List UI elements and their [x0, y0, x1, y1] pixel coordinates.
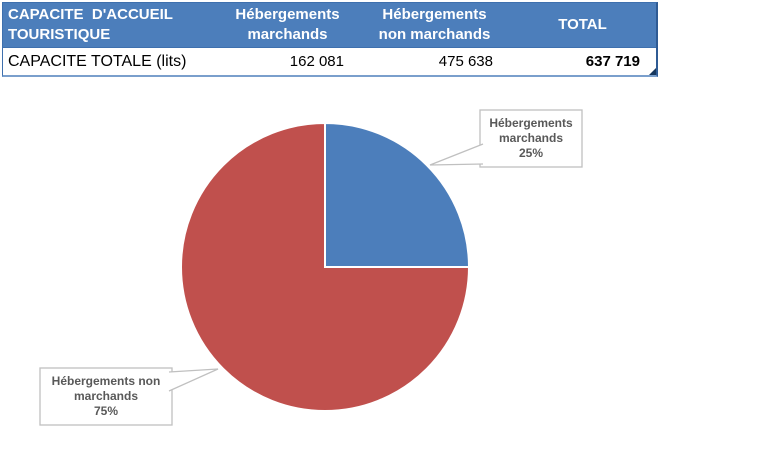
data-label-marchands[interactable]: Hébergements marchands 25% [489, 116, 573, 160]
callout-non-marchands-box[interactable] [39, 367, 173, 426]
table-row: CAPACITE TOTALE (lits) 162 081 475 638 6… [3, 48, 656, 75]
pie-slice-0[interactable] [324, 121, 471, 268]
value-non-marchands-cell[interactable]: 475 638 [438, 53, 493, 70]
header-cell-total[interactable]: TOTAL [558, 16, 607, 33]
table-resize-handle-icon[interactable] [649, 68, 656, 75]
capacity-table: CAPACITE D'ACCUEIL TOURISTIQUE Hébergeme… [2, 2, 658, 77]
header-cell-non-marchands[interactable]: Hébergements non marchands [378, 6, 491, 43]
table-header-row: CAPACITE D'ACCUEIL TOURISTIQUE Hébergeme… [3, 3, 656, 48]
callout-marchands-pointer [429, 143, 484, 166]
callout-non-marchands-pointer [168, 368, 219, 392]
callout-marchands-box[interactable] [479, 109, 583, 168]
pie-slices-group [180, 121, 471, 412]
callout-marchands-shape [429, 109, 583, 168]
row-label-cell[interactable]: CAPACITE TOTALE (lits) [8, 52, 187, 70]
header-cell-capacite[interactable]: CAPACITE D'ACCUEIL TOURISTIQUE [8, 6, 173, 43]
header-cell-marchands[interactable]: Hébergements marchands [235, 6, 340, 43]
value-marchands-cell[interactable]: 162 081 [289, 53, 344, 70]
value-total-cell[interactable]: 637 719 [509, 48, 656, 75]
total-value: 637 719 [585, 53, 640, 70]
pie-slice-1[interactable] [180, 121, 471, 412]
data-label-non-marchands[interactable]: Hébergements non marchands 75% [51, 374, 161, 418]
callout-non-marchands-shape [39, 367, 219, 426]
